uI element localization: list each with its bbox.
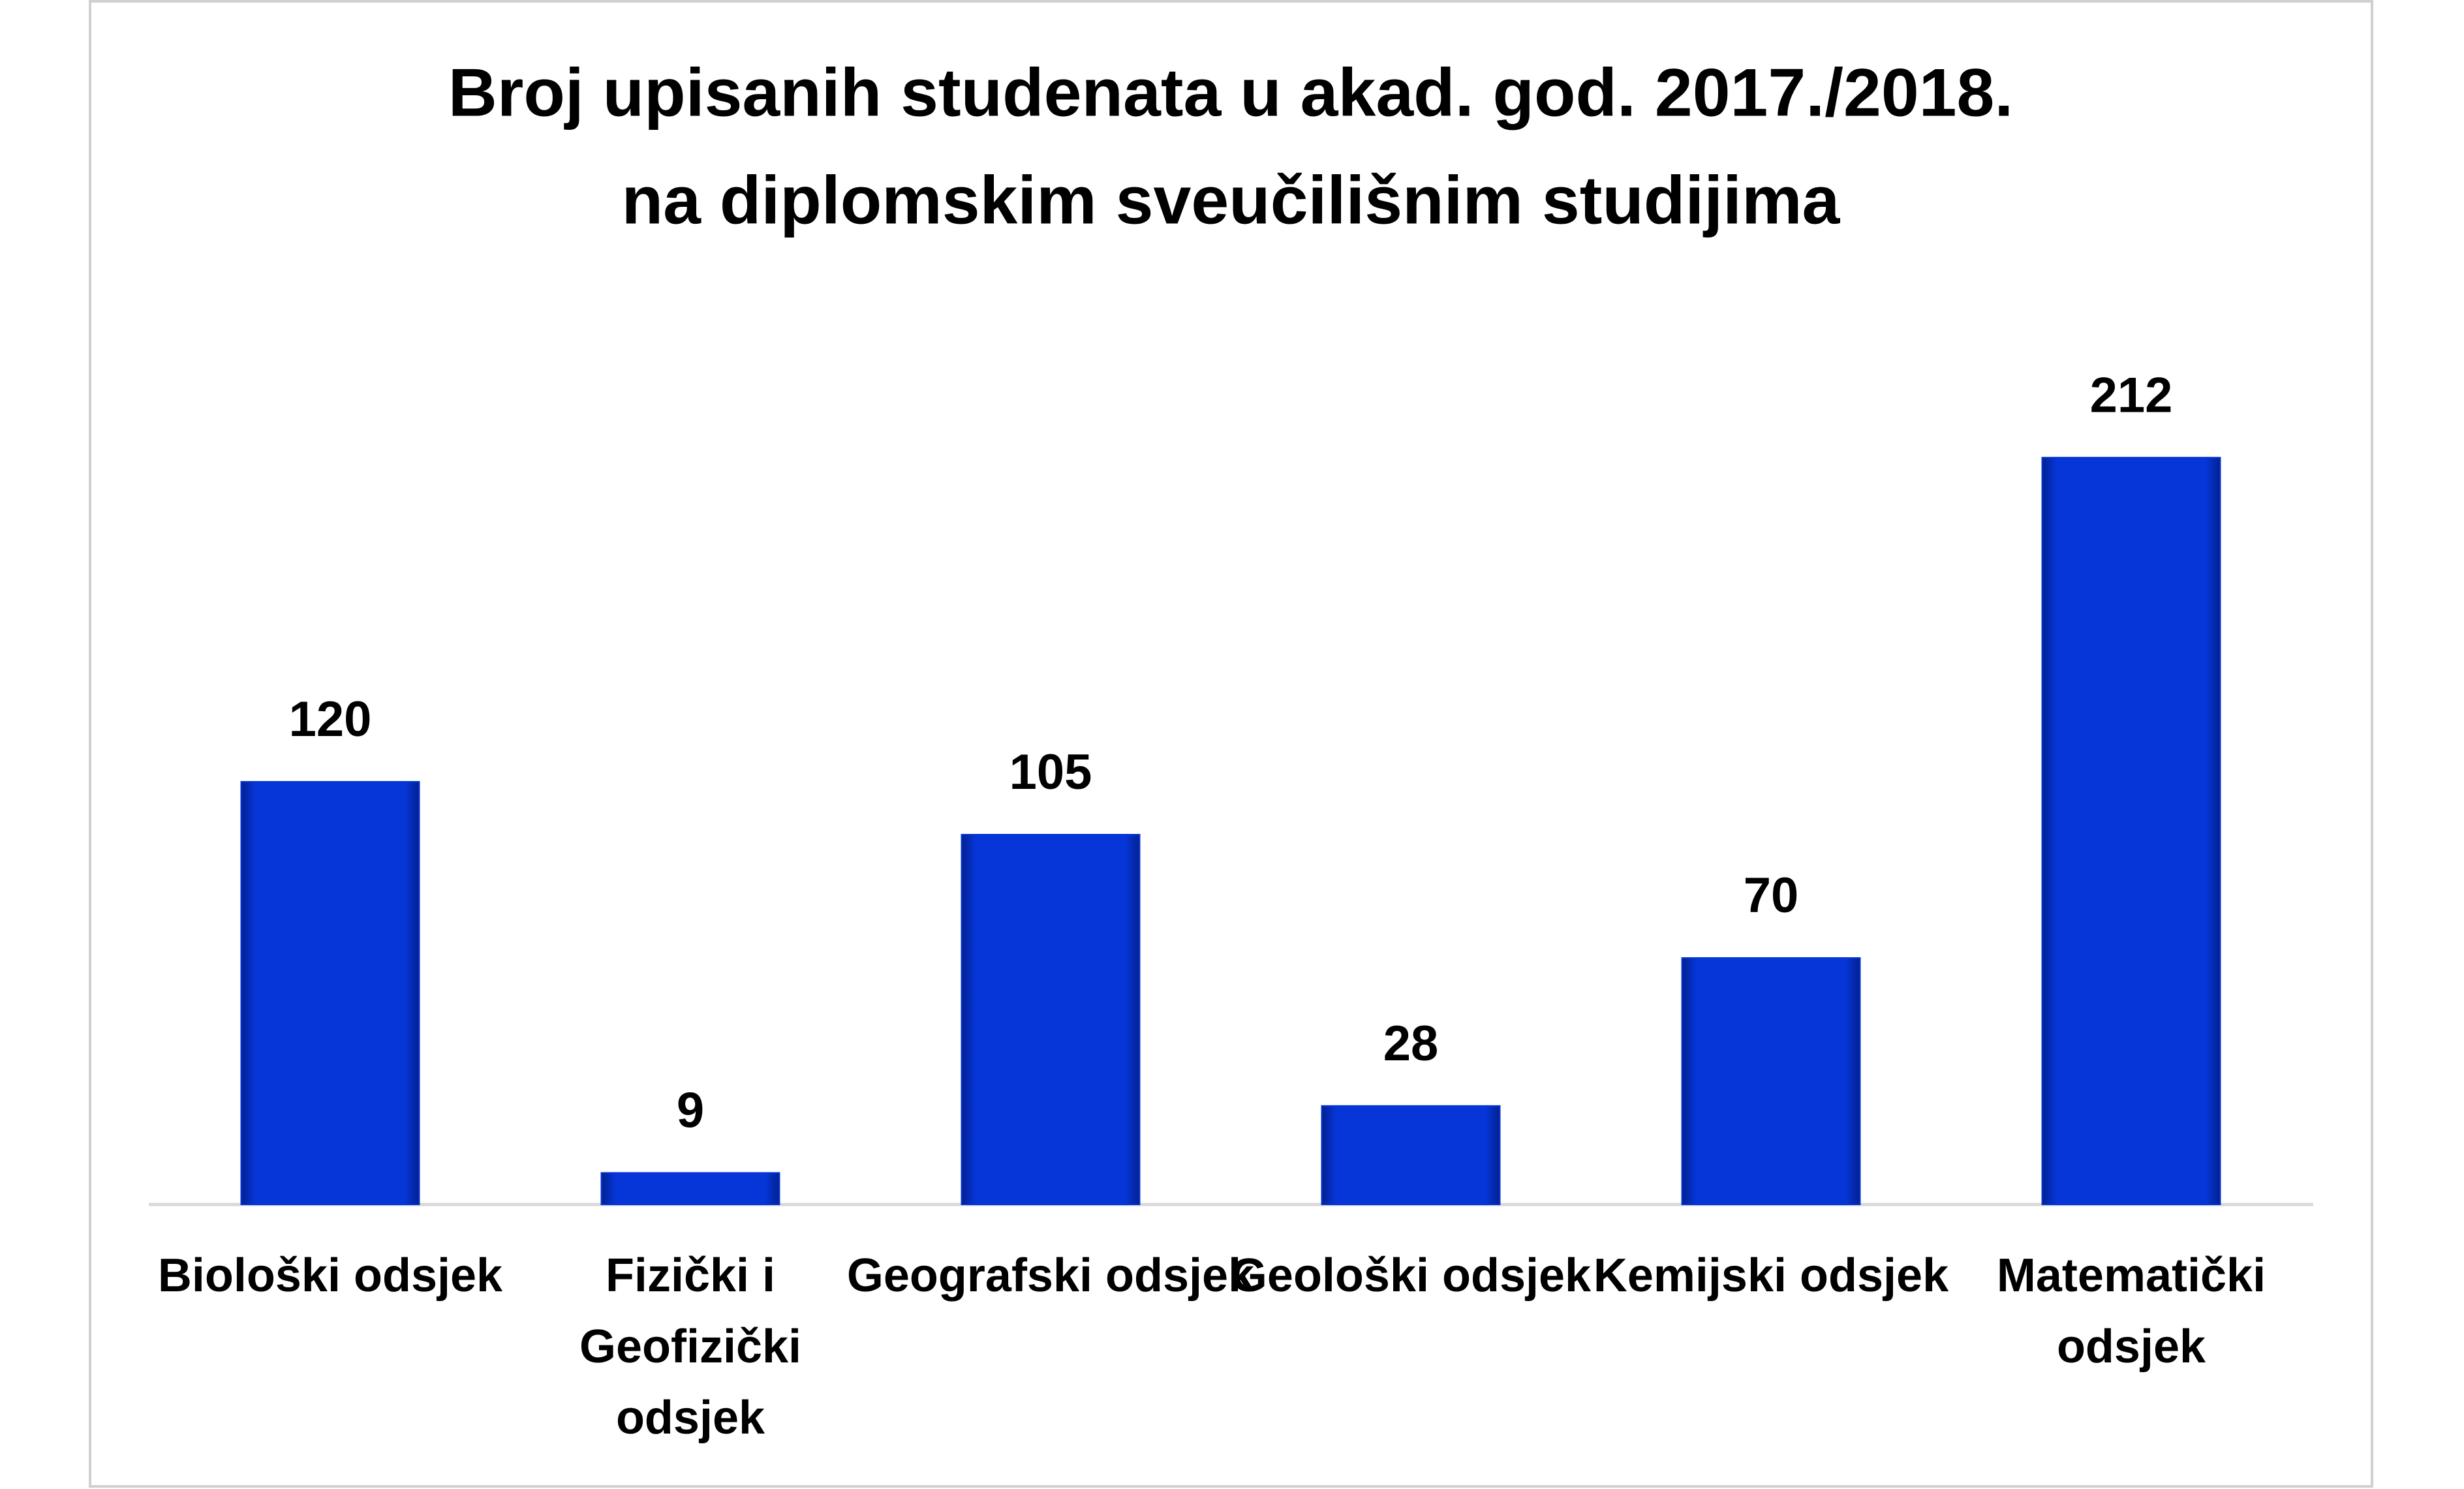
data-label: 9	[677, 1082, 704, 1138]
x-tick-label: Kemijski odsjek	[1594, 1250, 1949, 1302]
bar	[600, 1172, 780, 1206]
bar	[2041, 457, 2221, 1206]
x-tick-label-line: Fizički i	[606, 1250, 775, 1302]
bar	[1681, 957, 1861, 1205]
chart-title: Broj upisanih studenata u akad. god. 201…	[448, 55, 2014, 130]
data-label: 28	[1383, 1016, 1439, 1071]
bar	[240, 781, 420, 1205]
data-label: 70	[1744, 868, 1799, 923]
data-label: 105	[1009, 744, 1092, 800]
x-tick-label: Geološki odsjek	[1231, 1250, 1592, 1302]
x-tick-label: Fizički i Geofizički odsjek	[579, 1250, 801, 1444]
x-tick-label: Biološki odsjek	[158, 1250, 503, 1302]
chart-title: na diplomskim sveučilišnim studijima	[622, 162, 1841, 238]
chart-border	[89, 0, 2373, 1488]
data-label: 120	[289, 692, 372, 747]
data-label: 212	[2090, 367, 2173, 423]
x-tick-label-line: Geofizički	[579, 1321, 801, 1373]
x-tick-label: Matematički odsjek	[1997, 1250, 2266, 1373]
x-tick-label-line: Matematički	[1997, 1250, 2266, 1302]
bar	[1321, 1105, 1501, 1206]
x-tick-label-line: odsjek	[2057, 1321, 2206, 1373]
bar	[961, 834, 1141, 1205]
x-tick-label: Geografski odsjek	[847, 1250, 1255, 1302]
x-tick-label-line: odsjek	[616, 1392, 765, 1444]
